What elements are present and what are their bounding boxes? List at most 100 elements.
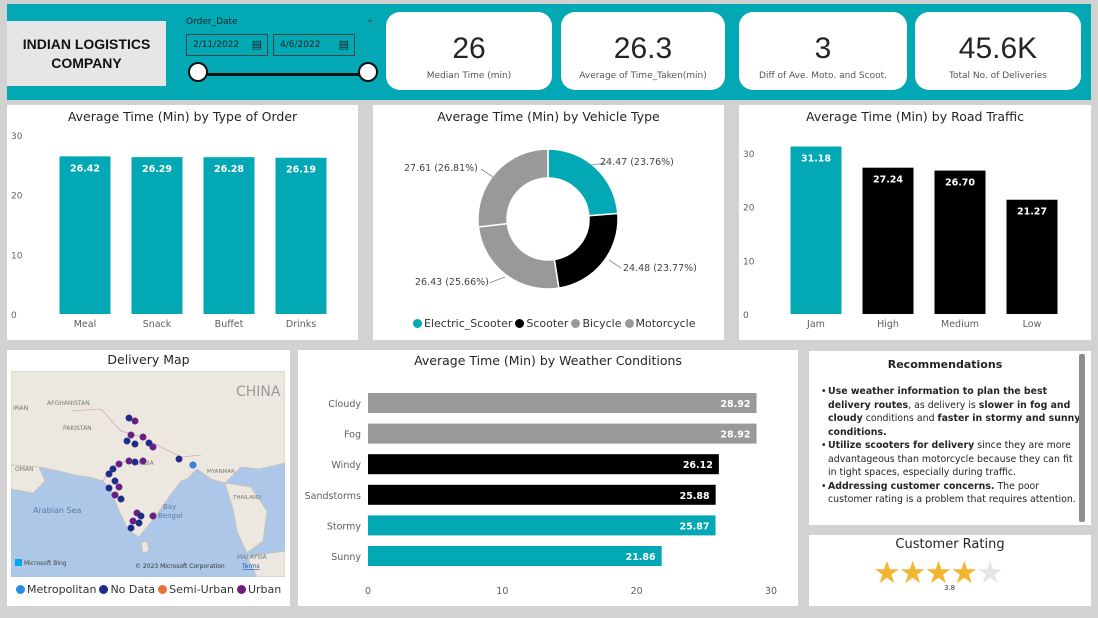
map-label-myanmar: MYANMAR — [207, 469, 235, 475]
start-date-input[interactable]: 2/11/2022 ▤ — [186, 34, 268, 56]
map-label-iran: IRAN — [13, 404, 29, 412]
bar[interactable] — [862, 167, 914, 314]
bar[interactable] — [131, 157, 183, 314]
star-icon: ★ — [898, 555, 927, 591]
map-point[interactable] — [149, 443, 157, 451]
calendar-icon[interactable]: ▤ — [338, 38, 349, 51]
legend-dot-icon — [624, 319, 634, 328]
kpi-value: 3 — [814, 32, 832, 65]
map-point[interactable] — [109, 465, 117, 473]
leader-line — [590, 162, 607, 166]
end-date-input[interactable]: 4/6/2022 ▤ — [273, 34, 355, 56]
legend-item[interactable]: Scooter — [515, 317, 568, 330]
recommendations-scrollbar[interactable] — [1079, 354, 1085, 522]
map-point[interactable] — [127, 524, 135, 532]
y-tick-label: 30 — [743, 150, 755, 160]
data-label: 25.88 — [680, 491, 710, 502]
y-tick-label: 30 — [11, 132, 23, 142]
legend-item[interactable]: Metropolitan — [16, 583, 96, 596]
x-tick-label: Jam — [806, 319, 825, 330]
map-point[interactable] — [125, 457, 133, 465]
map-point[interactable] — [123, 437, 131, 445]
calendar-icon[interactable]: ▤ — [251, 38, 262, 51]
map-legend: Metropolitan No Data Semi-Urban Urban — [16, 583, 284, 596]
chart-title: Average Time (Min) by Weather Conditions — [414, 353, 682, 368]
map-point[interactable] — [131, 417, 139, 425]
bar[interactable] — [1006, 199, 1058, 314]
map-point[interactable] — [115, 460, 123, 468]
map-point[interactable] — [129, 517, 137, 525]
slider-start-handle[interactable] — [188, 62, 208, 82]
data-label: 28.92 — [720, 430, 750, 441]
rating-stars: ★★★★★ — [873, 553, 1004, 593]
recommendation-text: slower in fog and cloudy — [828, 399, 1071, 425]
bar[interactable] — [275, 157, 327, 314]
legend-item[interactable]: Motorcycle — [624, 317, 695, 330]
map-point[interactable] — [149, 512, 157, 520]
map-point[interactable] — [175, 455, 183, 463]
bar[interactable] — [368, 515, 716, 536]
map-point[interactable] — [139, 457, 147, 465]
date-range-slider[interactable] — [198, 73, 368, 76]
map-point[interactable] — [115, 483, 123, 491]
data-label: 26.42 — [70, 163, 100, 174]
map-point[interactable] — [111, 491, 119, 499]
map-point[interactable] — [137, 512, 145, 520]
donut-slice[interactable] — [477, 148, 549, 228]
legend-item[interactable]: No Data — [99, 583, 155, 596]
legend-dot-icon — [236, 585, 246, 594]
company-logo: INDIAN LOGISTICS COMPANY — [7, 21, 166, 86]
bar[interactable] — [368, 454, 719, 475]
donut-slice[interactable] — [553, 212, 619, 290]
legend-label: Electric_Scooter — [424, 317, 513, 330]
map-point[interactable] — [111, 477, 119, 485]
y-tick-label: 0 — [11, 311, 17, 321]
recommendation-text: Use weather information to plan the best… — [828, 386, 1048, 411]
legend-item[interactable]: Semi-Urban — [158, 583, 234, 596]
bar[interactable] — [790, 146, 842, 314]
chevron-down-icon[interactable]: ⌄ — [366, 14, 375, 25]
map-point[interactable] — [139, 433, 147, 441]
legend-dot-icon — [158, 585, 168, 594]
bing-logo-icon — [15, 559, 22, 566]
map-label-bay: Bay — [163, 503, 176, 511]
legend-item[interactable]: Urban — [236, 583, 281, 596]
bar[interactable] — [368, 546, 662, 566]
slider-end-handle[interactable] — [358, 62, 378, 82]
start-date-value: 2/11/2022 — [193, 40, 240, 50]
bar[interactable] — [203, 157, 255, 314]
map-point[interactable] — [135, 519, 143, 527]
map-label-china: CHINA — [236, 384, 281, 400]
map-point[interactable] — [131, 458, 139, 466]
star-icon: ★ — [924, 555, 953, 591]
star-icon: ★ — [976, 555, 1004, 591]
map-point[interactable] — [117, 495, 125, 503]
recommendations-title: Recommendations — [887, 358, 1003, 371]
y-tick-label: Stormy — [327, 521, 362, 532]
legend-dot-icon — [413, 319, 422, 328]
map-point[interactable] — [105, 484, 113, 492]
bar[interactable] — [368, 484, 716, 505]
map-point[interactable] — [189, 461, 197, 469]
delivery-map[interactable]: CHINA IRAN AFGHANISTAN PAKISTAN OMAN IND… — [11, 371, 285, 577]
map-point[interactable] — [105, 470, 113, 478]
bar[interactable] — [368, 393, 757, 413]
y-tick-label: Fog — [344, 430, 361, 441]
map-label-thailand: THAILAND — [232, 495, 261, 501]
map-point[interactable] — [125, 414, 133, 422]
map-terms-link[interactable]: Terms — [241, 563, 260, 570]
legend-item[interactable]: Bicycle — [571, 317, 622, 330]
slice-label: 24.48 (23.77%) — [623, 263, 697, 274]
bar[interactable] — [934, 170, 986, 314]
bar[interactable] — [368, 423, 757, 444]
kpi-card-median-time: 26 Median Time (min) — [386, 12, 552, 90]
legend-item[interactable]: Electric_Scooter — [413, 317, 512, 330]
vehicle-legend: Electric_Scooter Scooter Bicycle Motorcycle — [413, 317, 698, 330]
x-tick-label: 30 — [765, 586, 777, 597]
donut-slice[interactable] — [477, 222, 560, 290]
map-point[interactable] — [127, 431, 135, 439]
x-tick-label: 10 — [496, 586, 508, 597]
map-point[interactable] — [131, 440, 139, 448]
bar[interactable] — [59, 156, 111, 314]
data-label: 21.27 — [1017, 207, 1047, 218]
